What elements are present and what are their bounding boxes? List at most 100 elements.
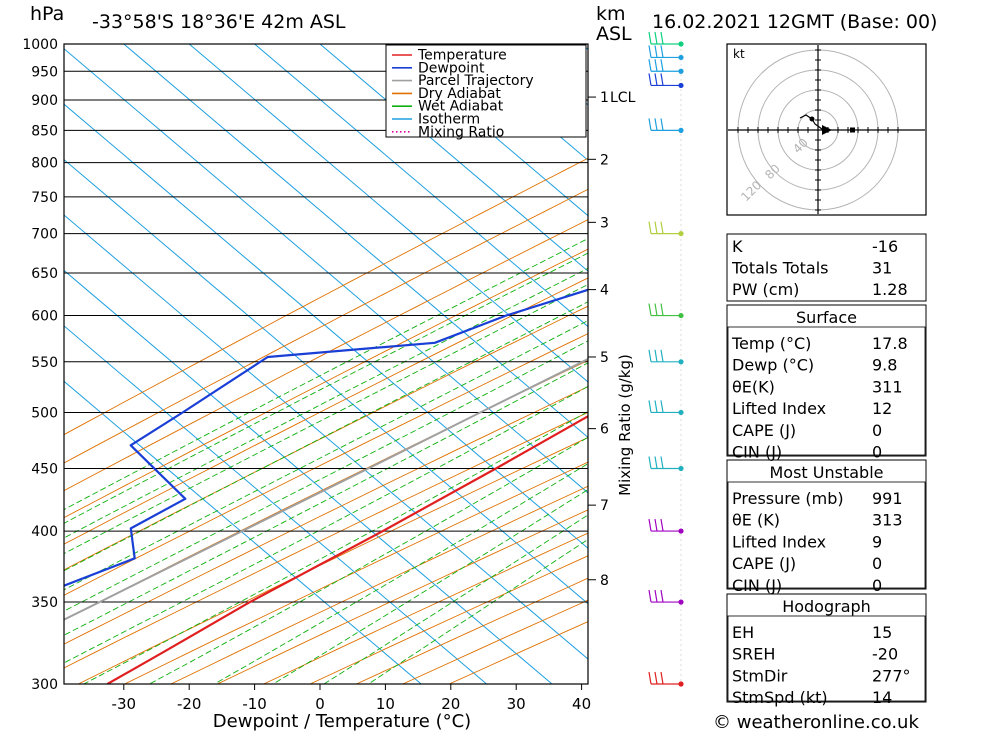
wind-barb [649, 672, 684, 687]
index-label: θE (K) [732, 511, 780, 530]
wind-barb [649, 350, 684, 365]
wind-barb [649, 519, 684, 534]
barb-feather [655, 672, 657, 684]
index-row: Pressure (mb)991 [732, 489, 903, 508]
plot-frame [64, 44, 588, 684]
x-tick-label: -30 [112, 695, 137, 713]
index-row: SREH-20 [732, 645, 898, 664]
wind-barb [649, 400, 684, 415]
index-value: 0 [872, 443, 882, 462]
station-location: -33°58'S 18°36'E 42m ASL [92, 11, 346, 33]
barb-feather [661, 456, 663, 468]
wind-barb [649, 456, 684, 471]
mixing-ratio-label: 4 [710, 398, 717, 411]
index-row: Dewp (°C) 9.8 [732, 356, 897, 375]
km-tick-label: 8 [600, 573, 609, 589]
index-value: 15 [872, 623, 892, 642]
wind-barb [649, 222, 684, 237]
wind-barb [649, 118, 684, 133]
mixing-ratio-label: 20 [858, 398, 872, 411]
index-row: θE(K)311 [732, 377, 903, 396]
wind-barb [649, 45, 684, 60]
hodograph-point [810, 117, 815, 122]
barb-feather [655, 118, 657, 130]
mixing-ratio-axis-title: Mixing Ratio (g/kg) [616, 354, 634, 496]
isotherm-line [0, 44, 421, 684]
index-value: -16 [872, 237, 898, 256]
pressure-tick-label: 550 [31, 355, 58, 371]
pressure-tick-label: 800 [31, 156, 58, 172]
pressure-tick-label: 600 [31, 309, 58, 325]
lcl-label: LCL [610, 90, 636, 106]
x-axis-title: Dewpoint / Temperature (°C) [213, 711, 471, 732]
isotherm-line [0, 44, 487, 684]
barb-feather [655, 400, 657, 412]
barb-feather [655, 350, 657, 362]
index-value: 12 [872, 399, 892, 418]
index-row: CAPE (J)0 [732, 421, 882, 440]
wind-barb-column [649, 32, 684, 687]
index-label: CIN (J) [732, 576, 782, 595]
index-value: 313 [872, 511, 903, 530]
wind-barb [649, 590, 684, 605]
pressure-tick-label: 900 [31, 93, 58, 109]
km-unit-label: km [596, 3, 626, 25]
index-value: -20 [872, 645, 898, 664]
index-row: θE (K) 313 [732, 511, 903, 530]
barb-feather [661, 222, 663, 234]
barb-feather [661, 45, 663, 57]
wind-barb [649, 32, 684, 47]
barb-feather [649, 400, 651, 412]
km-tick-label: 7 [600, 498, 609, 514]
legend-item-label: Mixing Ratio [418, 124, 504, 140]
index-value: 0 [872, 576, 882, 595]
barb-feather [649, 304, 651, 316]
table-section-title: Hodograph [782, 597, 871, 616]
index-label: PW (cm) [732, 280, 799, 299]
table-section-title: Most Unstable [770, 463, 884, 482]
index-label: Temp (°C) [731, 334, 811, 353]
pressure-tick-label: 500 [31, 405, 58, 421]
index-label: Dewp (°C) [732, 356, 814, 375]
x-tick-label: 30 [507, 695, 526, 713]
index-label: CAPE (J) [732, 421, 796, 440]
pressure-tick-label: 300 [31, 677, 58, 693]
barb-feather [661, 672, 663, 684]
barb-feather [655, 73, 657, 85]
barb-feather [649, 519, 651, 531]
index-row: Temp (°C)17.8 [731, 334, 908, 353]
km-tick-label: 3 [600, 215, 609, 231]
copyright-footer: © weatheronline.co.uk [713, 712, 919, 733]
barb-feather [655, 59, 657, 71]
index-label: StmSpd (kt) [732, 688, 828, 707]
index-row: K -16 [732, 237, 898, 256]
index-row: CAPE (J)0 [732, 554, 882, 573]
barb-feather [661, 118, 663, 130]
wind-barb [649, 304, 684, 319]
barb-feather [649, 73, 651, 85]
index-row: PW (cm) 1.28 [732, 280, 908, 299]
barb-feather [649, 45, 651, 57]
index-value: 1.28 [872, 280, 908, 299]
mixing-ratio-label: 15 [830, 398, 844, 411]
km-tick-label: 6 [600, 422, 609, 438]
pressure-unit-label: hPa [30, 3, 64, 25]
index-label: K [732, 237, 743, 256]
table-section-title: Surface [796, 308, 857, 327]
hodograph-unit: kt [733, 47, 745, 61]
dry-adiabat-line [0, 44, 814, 684]
barb-feather [649, 350, 651, 362]
km-tick-label: 2 [600, 152, 609, 168]
isotherm-line [0, 44, 748, 684]
wind-barb [649, 73, 684, 88]
pressure-tick-label: 850 [31, 123, 58, 139]
index-value: 9.8 [872, 356, 897, 375]
x-tick-label: -20 [177, 695, 202, 713]
barb-feather [649, 118, 651, 130]
barb-feather [661, 590, 663, 602]
